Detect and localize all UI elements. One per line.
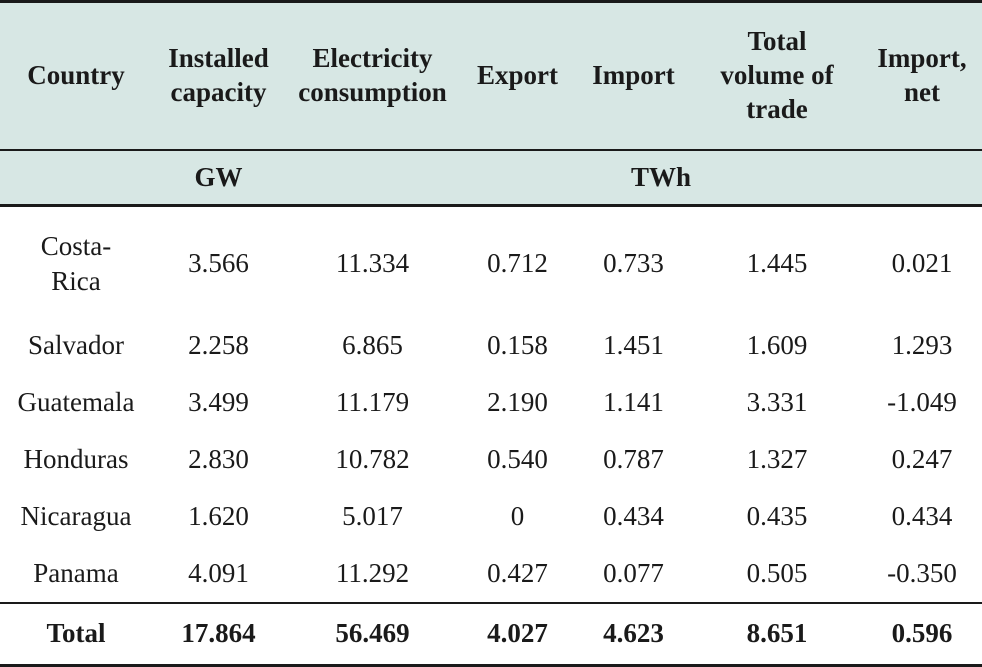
table-row: Honduras 2.830 10.782 0.540 0.787 1.327 … bbox=[0, 431, 982, 488]
cell-export: 0.427 bbox=[487, 557, 548, 588]
header-total-volume-of-trade: Total volume of trade bbox=[692, 0, 862, 150]
cell-country: Costa- Rica bbox=[40, 230, 112, 296]
units-empty bbox=[0, 149, 152, 207]
cell-import-net: -1.049 bbox=[887, 386, 957, 417]
cell-country: Nicaragua bbox=[20, 500, 132, 531]
units-twh: TWh bbox=[460, 149, 862, 207]
table-header: Country Installed capacity Electricity con… bbox=[0, 0, 982, 207]
cell-import: 0.077 bbox=[603, 557, 664, 588]
cell-country: Guatemala bbox=[17, 386, 135, 417]
header-import: Import bbox=[575, 0, 692, 150]
total-consumption: 56.469 bbox=[285, 602, 460, 667]
cell-export: 0.712 bbox=[487, 248, 548, 279]
table-row: Guatemala 3.499 11.179 2.190 1.141 3.331… bbox=[0, 374, 982, 431]
header-import-net: Import, net bbox=[862, 0, 982, 150]
cell-import: 0.787 bbox=[603, 443, 664, 474]
cell-export: 2.190 bbox=[487, 386, 548, 417]
cell-import-net: 1.293 bbox=[891, 329, 953, 360]
table-row: Costa- Rica 3.566 11.334 0.712 0.733 1.44… bbox=[0, 206, 982, 318]
total-import: 4.623 bbox=[575, 602, 692, 667]
cell-total-trade: 1.327 bbox=[746, 443, 808, 474]
cell-country: Panama bbox=[33, 557, 119, 588]
total-installed: 17.864 bbox=[152, 602, 285, 667]
header-electricity-consumption: Electricity consumption bbox=[285, 0, 460, 150]
units-empty bbox=[285, 149, 460, 207]
cell-total-trade: 0.435 bbox=[746, 500, 808, 531]
header-installed-capacity: Installed capacity bbox=[152, 0, 285, 150]
units-empty bbox=[862, 149, 982, 207]
cell-consumption: 11.334 bbox=[335, 248, 410, 279]
cell-total-trade: 0.505 bbox=[746, 557, 808, 588]
cell-installed: 1.620 bbox=[188, 500, 249, 531]
header-export: Export bbox=[460, 0, 575, 150]
cell-import: 1.451 bbox=[603, 329, 664, 360]
cell-total-trade: 3.331 bbox=[746, 386, 808, 417]
cell-import: 0.733 bbox=[603, 248, 664, 279]
total-export: 4.027 bbox=[460, 602, 575, 667]
total-trade: 8.651 bbox=[692, 602, 862, 667]
cell-consumption: 11.292 bbox=[335, 557, 410, 588]
cell-installed: 3.499 bbox=[188, 386, 249, 417]
cell-export: 0 bbox=[510, 500, 525, 531]
cell-import: 0.434 bbox=[603, 500, 664, 531]
cell-installed: 4.091 bbox=[188, 557, 249, 588]
cell-export: 0.540 bbox=[487, 443, 548, 474]
cell-consumption: 11.179 bbox=[335, 386, 410, 417]
cell-import-net: -0.350 bbox=[887, 557, 957, 588]
cell-total-trade: 1.609 bbox=[746, 329, 808, 360]
cell-import: 1.141 bbox=[603, 386, 664, 417]
total-row: Total 17.864 56.469 4.027 4.623 8.651 0.… bbox=[0, 602, 982, 667]
cell-installed: 2.258 bbox=[188, 329, 249, 360]
header-country: Country bbox=[0, 0, 152, 150]
units-gw: GW bbox=[152, 149, 285, 207]
total-import-net: 0.596 bbox=[862, 602, 982, 667]
table-body: Costa- Rica 3.566 11.334 0.712 0.733 1.44… bbox=[0, 206, 982, 667]
cell-total-trade: 1.445 bbox=[746, 248, 808, 279]
cell-export: 0.158 bbox=[487, 329, 548, 360]
table-row: Salvador 2.258 6.865 0.158 1.451 1.609 1… bbox=[0, 317, 982, 374]
cell-installed: 3.566 bbox=[188, 248, 249, 279]
total-label: Total bbox=[0, 602, 152, 667]
cell-country: Salvador bbox=[28, 329, 124, 360]
cell-consumption: 6.865 bbox=[342, 329, 403, 360]
header-row: Country Installed capacity Electricity con… bbox=[0, 0, 982, 150]
cell-consumption: 10.782 bbox=[335, 443, 410, 474]
cell-consumption: 5.017 bbox=[342, 500, 403, 531]
cell-import-net: 0.434 bbox=[891, 500, 953, 531]
cell-import-net: 0.247 bbox=[891, 443, 953, 474]
cell-country: Honduras bbox=[23, 443, 129, 474]
units-row: GW TWh bbox=[0, 149, 982, 207]
cell-import-net: 0.021 bbox=[891, 248, 953, 279]
table-row: Panama 4.091 11.292 0.427 0.077 0.505 -0… bbox=[0, 545, 982, 603]
table-row: Nicaragua 1.620 5.017 0 0.434 0.435 0.43… bbox=[0, 488, 982, 545]
cell-installed: 2.830 bbox=[188, 443, 249, 474]
